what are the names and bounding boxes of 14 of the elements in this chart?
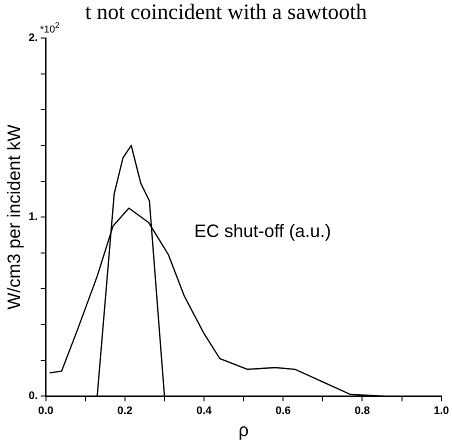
x-tick-label: 1.0 xyxy=(434,404,450,417)
y-tick-label: 2. xyxy=(28,32,38,44)
x-tick-label: 0.4 xyxy=(196,404,213,417)
text: t not coincident with a sawtooth xyxy=(85,0,367,24)
x-tick-label: 0.0 xyxy=(38,404,54,417)
y-tick-label: 0. xyxy=(28,390,38,402)
text: *10$^{2}$ xyxy=(40,20,60,36)
series-label: EC shut-off (a.u.) xyxy=(194,220,331,241)
y-tick-label: 1. xyxy=(28,211,38,224)
y-axis-title: W/cm3 per incident kW xyxy=(4,124,24,310)
x-tick-label: 0.2 xyxy=(117,404,133,417)
x-tick-label: 0.6 xyxy=(275,404,291,417)
x-axis-title: ρ xyxy=(238,420,249,440)
x-tick-label: 0.8 xyxy=(354,404,370,417)
